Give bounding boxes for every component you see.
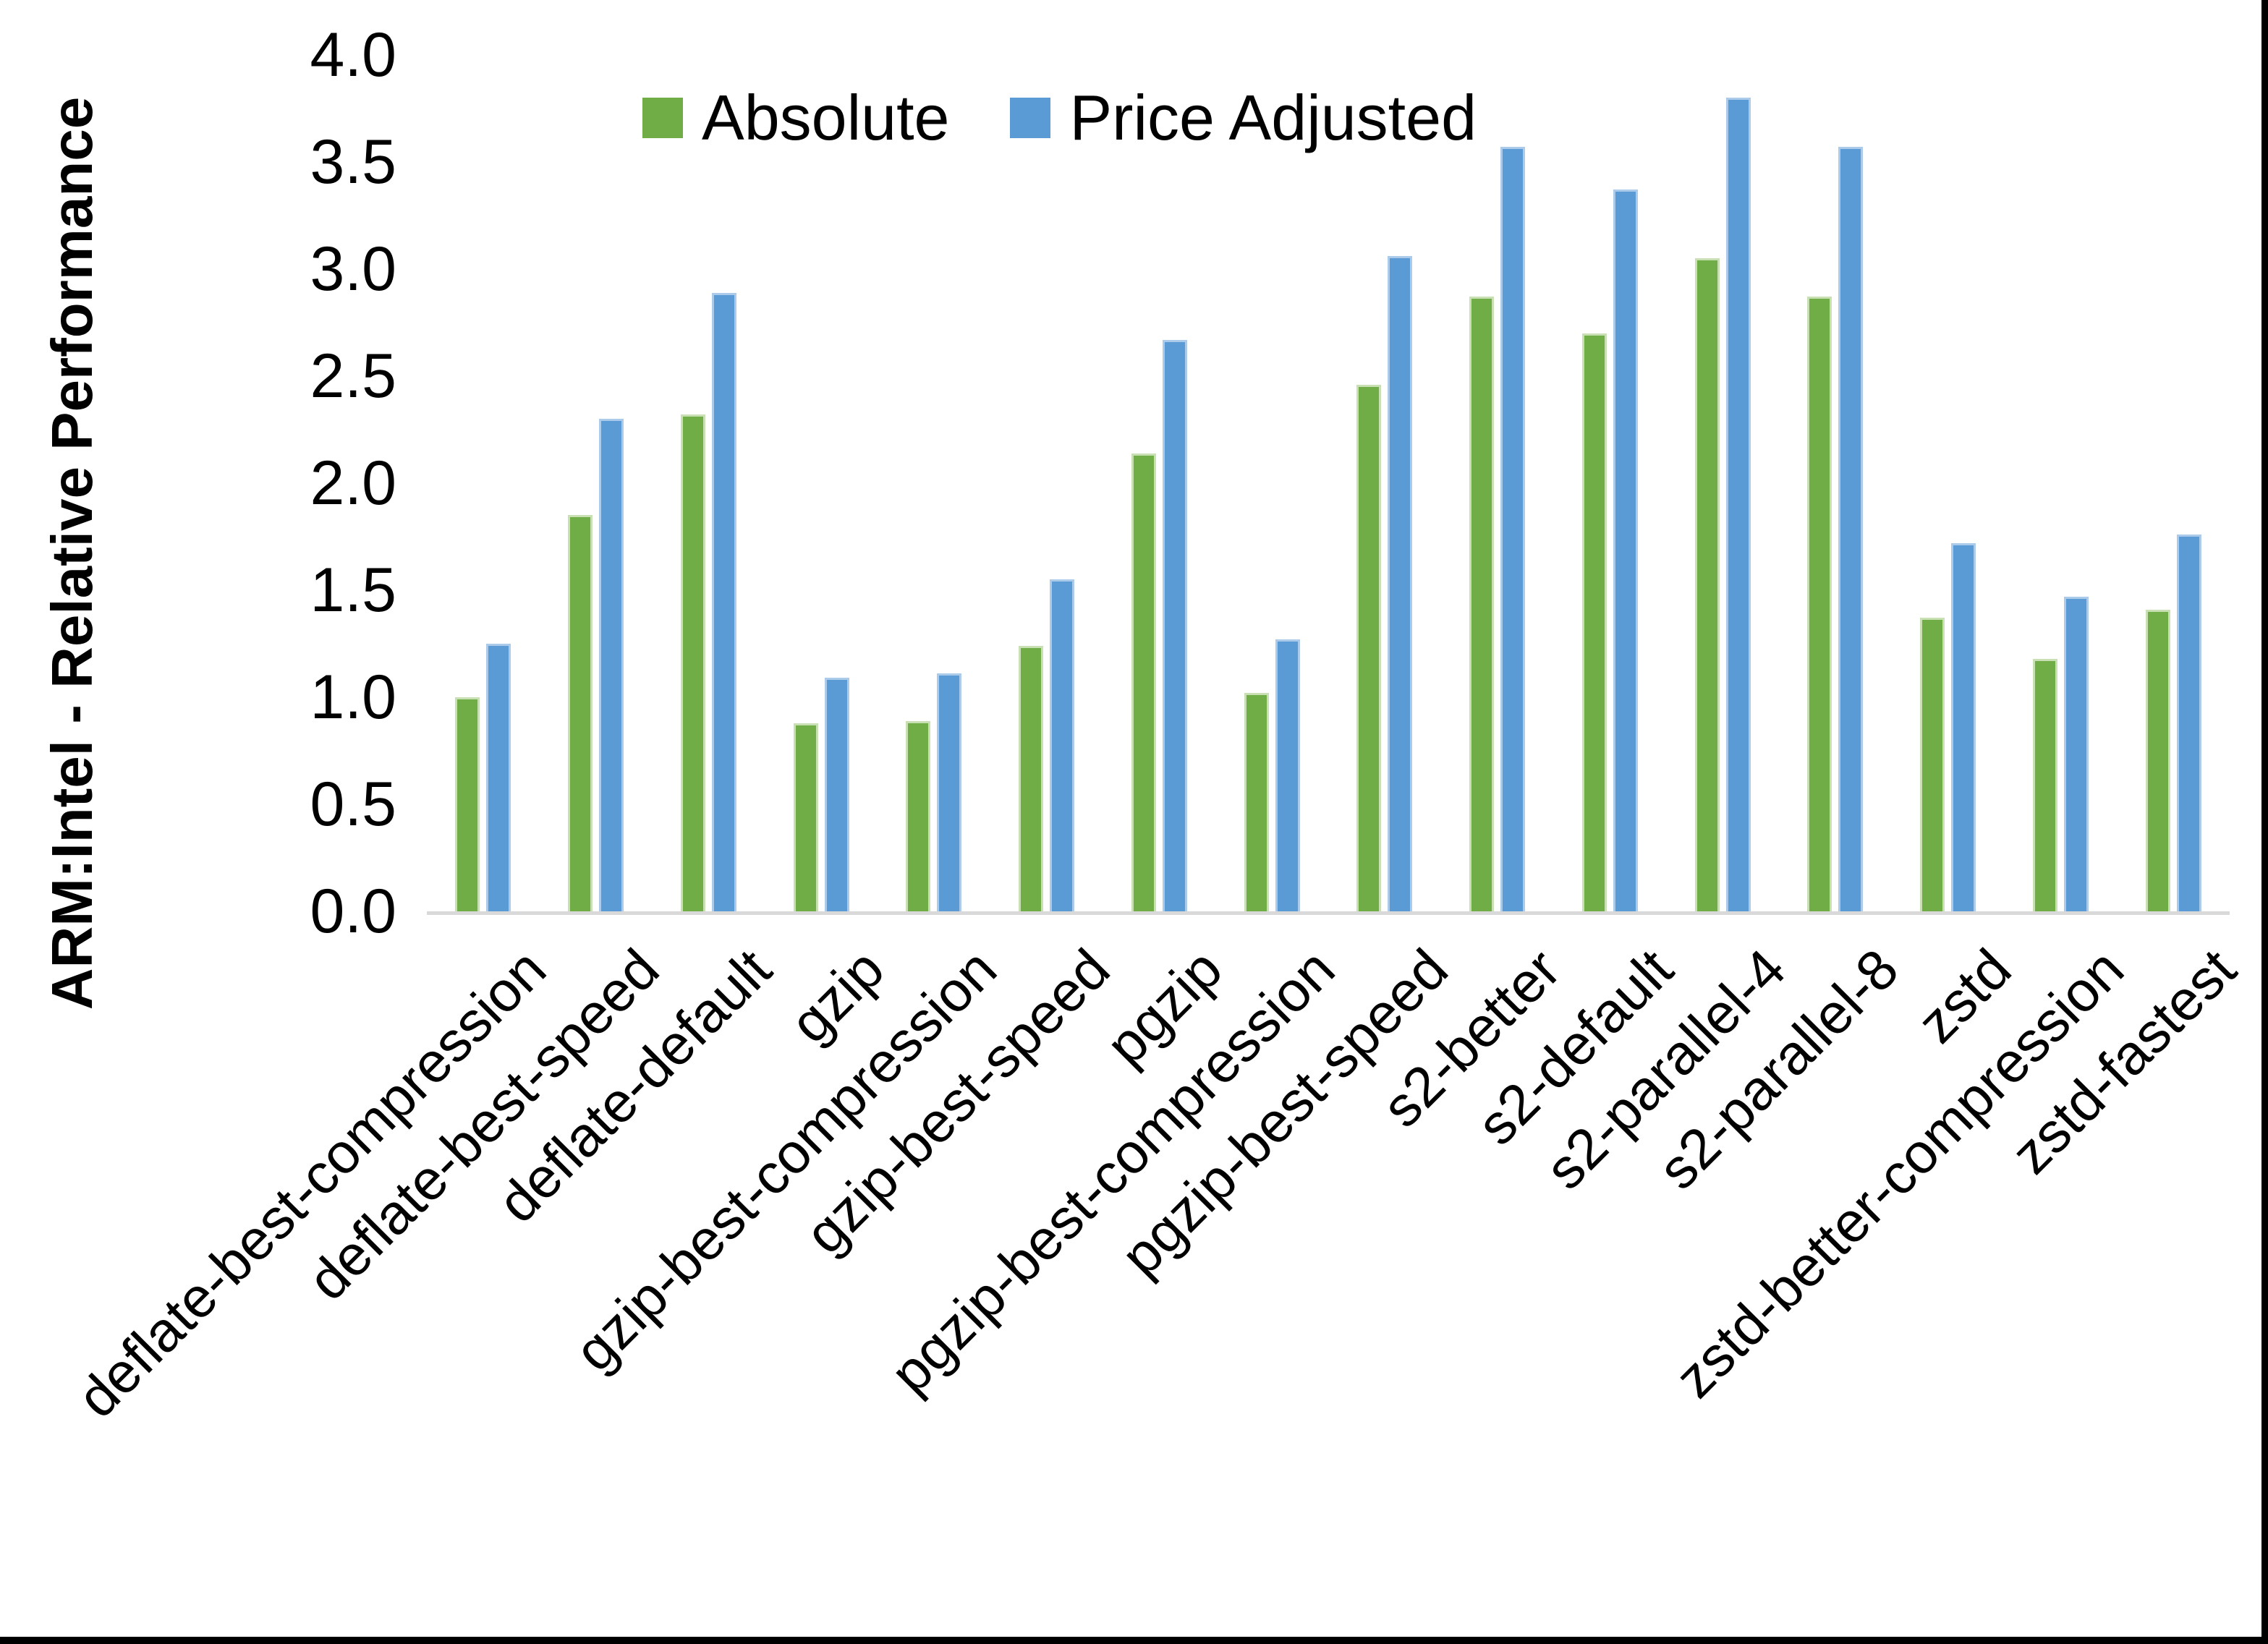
bar-absolute-gzip-best-compression [906,720,931,911]
bar-price-adjusted-pgzip-best-speed [1388,256,1413,911]
legend-item-absolute: Absolute [642,81,949,155]
bar-cluster-s2-parallel-4 [1666,55,1779,911]
bar-cluster-pgzip-best-compression [1215,55,1328,911]
bar-price-adjusted-zstd-better-compression [2063,596,2089,911]
bar-absolute-gzip [793,723,818,911]
bar-cluster-deflate-default [653,55,765,911]
bar-price-adjusted-s2-parallel-8 [1838,147,1864,911]
bar-price-adjusted-zstd-fastest [2176,534,2201,911]
frame-right-edge [2261,0,2268,1644]
bar-absolute-pgzip-best-speed [1356,384,1382,911]
bar-price-adjusted-deflate-best-compression [486,644,511,911]
bar-clusters [427,55,2230,911]
y-tick-label: 0.0 [310,877,396,946]
bar-price-adjusted-s2-parallel-4 [1725,98,1751,911]
legend-item-price-adjusted: Price Adjusted [1010,81,1477,155]
bar-cluster-gzip [765,55,878,911]
bar-absolute-zstd-fastest [2145,609,2170,911]
bar-absolute-deflate-best-compression [455,697,480,911]
bar-absolute-s2-parallel-4 [1694,258,1720,911]
bar-absolute-deflate-default [680,414,705,911]
y-tick-label: 1.0 [310,663,396,732]
y-axis-title: ARM:Intel - Relative Performance [40,96,104,1010]
bar-price-adjusted-gzip [824,678,849,911]
bar-cluster-deflate-best-speed [540,55,653,911]
frame-bottom-edge [0,1637,2268,1644]
bar-absolute-zstd [1920,618,1945,911]
plot-area: 0.0 0.5 1.0 1.5 2.0 2.5 3.0 3.5 4.0 [310,24,2230,942]
bar-price-adjusted-zstd [1951,542,1976,911]
bar-price-adjusted-deflate-default [711,292,736,911]
y-tick-label: 1.5 [310,555,396,625]
x-category-label: deflate-best-compression [64,937,558,1430]
bar-cluster-pgzip [1103,55,1216,911]
bar-price-adjusted-pgzip-best-compression [1275,639,1300,911]
bar-cluster-gzip-best-compression [878,55,990,911]
bar-absolute-pgzip-best-compression [1244,693,1269,911]
bar-cluster-s2-better [1441,55,1554,911]
bar-cluster-pgzip-best-speed [1328,55,1441,911]
bar-price-adjusted-deflate-best-speed [599,419,624,911]
y-tick-label: 3.5 [310,127,396,197]
bar-absolute-zstd-better-compression [2032,658,2057,911]
bar-price-adjusted-s2-default [1613,189,1638,911]
bar-price-adjusted-pgzip [1162,339,1187,911]
legend-swatch-icon [642,98,683,138]
bar-absolute-s2-parallel-8 [1807,297,1832,911]
bar-absolute-s2-better [1469,297,1495,911]
bar-absolute-pgzip [1131,453,1156,911]
bar-price-adjusted-gzip-best-compression [937,673,962,911]
y-tick-label: 0.5 [310,770,396,839]
bar-absolute-deflate-best-speed [568,515,593,911]
legend: Absolute Price Adjusted [642,81,1477,155]
bar-cluster-deflate-best-compression [427,55,540,911]
legend-label: Price Adjusted [1069,82,1477,153]
bar-absolute-gzip-best-speed [1019,645,1044,911]
bar-price-adjusted-gzip-best-speed [1050,579,1075,911]
legend-label: Absolute [702,82,950,153]
y-tick-label: 2.0 [310,448,396,518]
bar-cluster-zstd-fastest [2117,55,2230,911]
bar-absolute-s2-default [1581,333,1607,911]
bar-cluster-zstd [1892,55,2005,911]
bar-cluster-s2-default [1554,55,1667,911]
y-tick-label: 2.5 [310,341,396,411]
y-tick-label: 3.0 [310,234,396,304]
bar-cluster-gzip-best-speed [990,55,1103,911]
bar-cluster-zstd-better-compression [2005,55,2118,911]
legend-swatch-icon [1010,98,1051,138]
bar-cluster-s2-parallel-8 [1779,55,1892,911]
y-tick-label: 4.0 [310,20,396,90]
bar-price-adjusted-s2-better [1500,147,1526,911]
